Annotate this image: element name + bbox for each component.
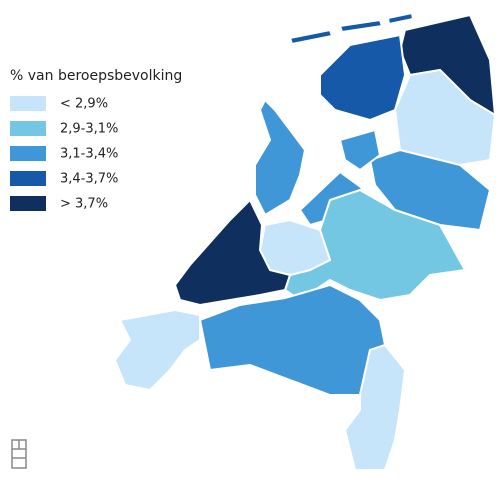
island (289, 29, 333, 45)
province (369, 149, 491, 231)
province (114, 309, 201, 391)
legend-swatch (10, 146, 46, 161)
island (339, 19, 383, 33)
province (174, 199, 291, 306)
legend-swatch (10, 96, 46, 111)
province (339, 129, 381, 171)
island (387, 12, 414, 25)
legend: < 2,9% 2,9-3,1% 3,1-3,4% 3,4-3,7% > 3,7% (10, 96, 118, 212)
legend-label: > 3,7% (60, 197, 108, 212)
legend-label: < 2,9% (60, 97, 108, 112)
legend-label: 2,9-3,1% (60, 122, 118, 137)
logo (11, 439, 27, 469)
legend-label: 3,1-3,4% (60, 147, 118, 162)
provinces (114, 12, 496, 471)
legend-title: % van beroepsbevolking (10, 68, 182, 84)
province (319, 34, 406, 121)
province (344, 344, 406, 471)
legend-swatch (10, 171, 46, 186)
legend-label: 3,4-3,7% (60, 172, 118, 187)
province (199, 284, 386, 396)
province (254, 99, 306, 216)
legend-swatch (10, 121, 46, 136)
legend-swatch (10, 196, 46, 211)
